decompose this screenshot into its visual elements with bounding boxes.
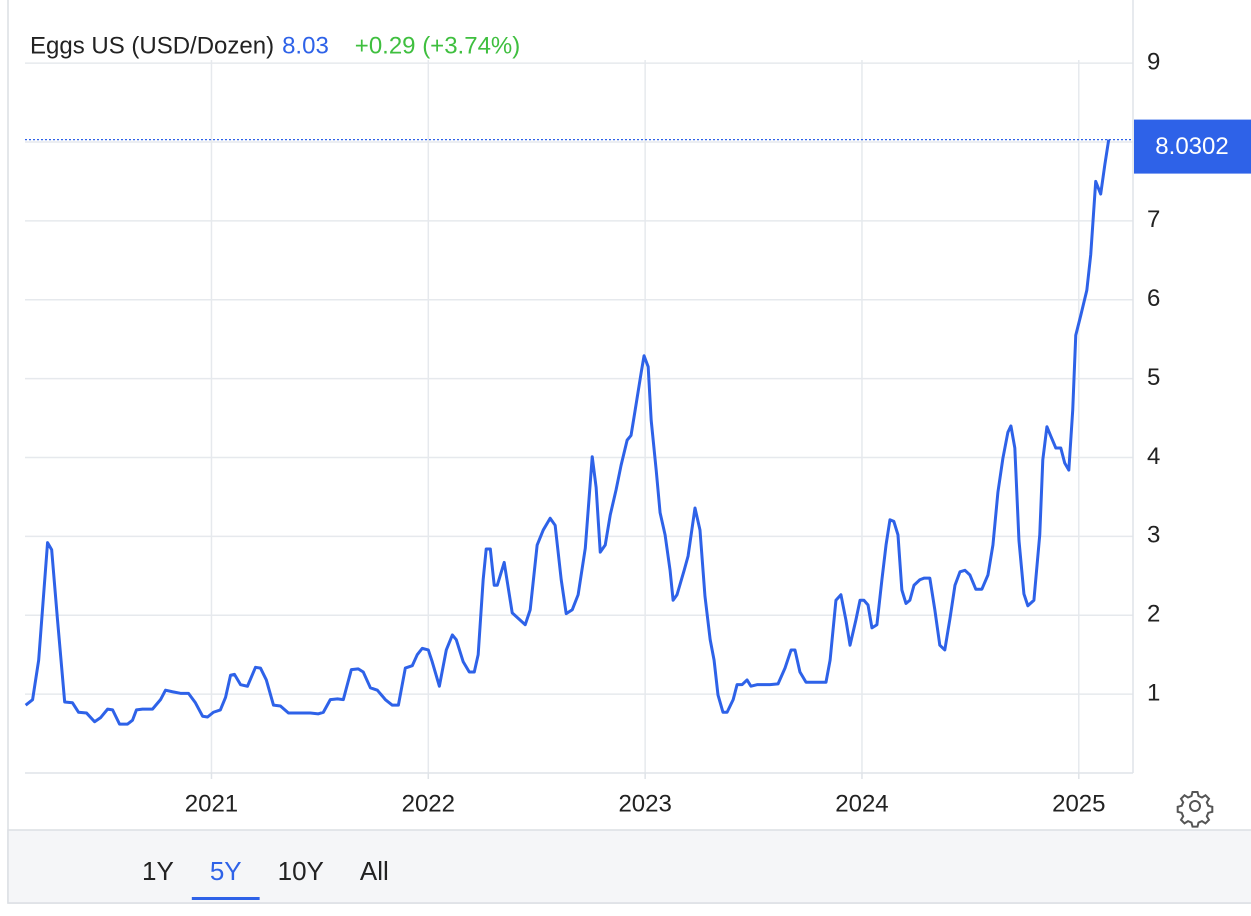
active-underline [191, 897, 260, 900]
x-tick-label: 2023 [618, 790, 671, 817]
y-tick-label: 2 [1147, 601, 1160, 628]
y-tick-label: 6 [1147, 285, 1160, 312]
frame [7, 0, 1251, 904]
y-tick-label: 7 [1147, 206, 1160, 233]
y-tick-label: 3 [1147, 522, 1160, 549]
x-tick-label: 2025 [1052, 790, 1105, 817]
y-tick-label: 9 [1147, 48, 1160, 75]
range-buttons: 1Y 5Y 10Y All [142, 856, 389, 900]
y-tick-label: 4 [1147, 443, 1160, 470]
last-value-tag [1134, 119, 1251, 174]
y-tick-label: 1 [1147, 679, 1160, 706]
x-tick-label: 2024 [835, 790, 888, 817]
range-bar [7, 829, 1251, 904]
settings-icon[interactable] [1176, 791, 1214, 828]
plot: 8.0302 [24, 119, 1251, 726]
chart-title: Eggs US (USD/Dozen) [30, 32, 274, 59]
range-button[interactable]: 5Y [210, 856, 242, 886]
x-tick-label: 2021 [185, 790, 238, 817]
grid: 12345678920212022202320242025 [25, 48, 1160, 817]
y-tick-label: 5 [1147, 364, 1160, 391]
range-button[interactable]: All [360, 856, 389, 886]
last-value-label: 8.0302 [1155, 133, 1228, 160]
price-line [24, 139, 1111, 726]
range-button[interactable]: 10Y [278, 856, 324, 886]
price: 8.03 [282, 32, 329, 59]
x-tick-label: 2022 [402, 790, 455, 817]
change: +0.29 (+3.74%) [355, 32, 520, 59]
range-button[interactable]: 1Y [142, 856, 174, 886]
